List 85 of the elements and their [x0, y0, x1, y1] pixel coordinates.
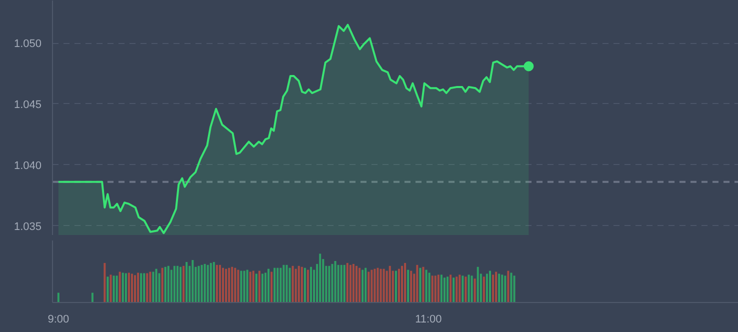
bar — [388, 266, 391, 302]
bar — [370, 270, 373, 302]
bar — [425, 270, 428, 302]
y-tick-label: 1.040 — [14, 160, 42, 172]
bar — [380, 268, 382, 302]
bar — [394, 270, 397, 302]
bar — [104, 262, 106, 302]
bar — [112, 276, 115, 302]
bar — [128, 272, 130, 302]
bar — [294, 268, 297, 302]
bar — [255, 274, 258, 302]
bar — [476, 266, 479, 302]
bar — [374, 268, 376, 302]
bar — [346, 262, 348, 302]
bar — [304, 268, 306, 302]
bar — [91, 292, 94, 302]
bar — [310, 266, 312, 302]
bar — [474, 278, 476, 302]
bar — [504, 276, 506, 302]
bar — [376, 268, 379, 302]
bar — [470, 276, 473, 302]
y-tick-label: 1.045 — [14, 98, 42, 111]
bar — [274, 268, 276, 302]
bar — [462, 276, 464, 302]
y-tick-label: 1.050 — [14, 38, 42, 50]
bar — [337, 264, 340, 302]
bar — [192, 260, 194, 302]
bar — [437, 274, 440, 302]
bar — [170, 270, 172, 302]
bar — [261, 274, 264, 302]
bar — [161, 268, 164, 302]
bar — [328, 266, 330, 302]
bar — [292, 266, 294, 302]
bar — [143, 273, 146, 302]
bar — [210, 262, 212, 302]
bar — [246, 270, 248, 302]
bar — [225, 268, 228, 302]
bar — [206, 264, 209, 302]
bar — [180, 266, 182, 302]
bar — [276, 268, 279, 302]
bar — [489, 270, 491, 302]
bar — [155, 268, 158, 302]
bar — [362, 270, 364, 302]
bar — [492, 274, 494, 302]
x-tick-label: 11:00 — [415, 314, 442, 326]
bar — [140, 273, 142, 302]
bar — [158, 273, 160, 302]
bar — [440, 274, 442, 302]
bar — [176, 266, 178, 302]
bar — [124, 273, 127, 302]
bar — [270, 272, 273, 302]
bar — [240, 270, 242, 302]
bar — [407, 270, 410, 302]
bar — [212, 262, 215, 302]
bar — [243, 270, 246, 302]
x-tick-label: 9:00 — [48, 314, 70, 326]
y-tick-label: 1.035 — [14, 220, 42, 233]
bar — [446, 276, 449, 302]
bar — [137, 272, 140, 302]
bar — [410, 270, 412, 302]
bar — [458, 274, 461, 302]
bar — [495, 272, 498, 302]
bar — [106, 276, 109, 302]
bar — [237, 270, 240, 302]
bar — [404, 262, 406, 302]
bar — [428, 272, 430, 302]
bar — [507, 270, 510, 302]
bar — [258, 270, 260, 302]
bar — [280, 268, 282, 302]
bar — [340, 264, 342, 302]
bar — [204, 264, 206, 302]
bar — [443, 278, 446, 302]
bar — [356, 266, 358, 302]
bar — [146, 273, 148, 302]
bar — [456, 276, 458, 302]
bar — [122, 272, 124, 302]
bar — [306, 270, 309, 302]
bar — [110, 274, 112, 302]
bar — [358, 268, 361, 302]
bar — [228, 268, 230, 302]
bar — [510, 272, 512, 302]
bar — [222, 268, 224, 302]
bar — [343, 264, 346, 302]
bar — [57, 292, 60, 302]
bar — [173, 266, 176, 302]
